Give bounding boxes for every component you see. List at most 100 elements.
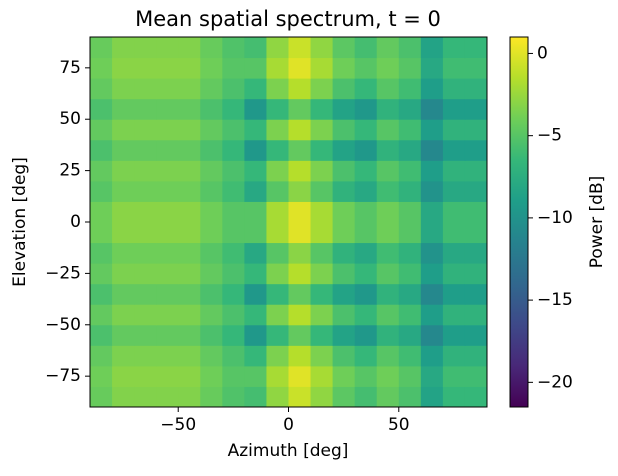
heatmap-cell — [354, 78, 378, 100]
x-tick-label: 0 — [283, 415, 294, 435]
heatmap-cell — [376, 57, 400, 79]
heatmap-cell — [442, 57, 466, 79]
heatmap-cell — [156, 160, 179, 182]
heatmap-cell — [398, 365, 422, 387]
heatmap-cell — [464, 98, 488, 120]
heatmap-cell — [112, 160, 135, 182]
heatmap-cell — [200, 160, 223, 182]
heatmap-cell — [222, 345, 245, 367]
heatmap-cell — [354, 345, 378, 367]
heatmap-cell — [200, 365, 223, 387]
heatmap-cell — [288, 119, 312, 141]
heatmap-cell — [310, 242, 334, 264]
heatmap-cell — [332, 139, 356, 161]
heatmap-cell — [222, 365, 245, 387]
heatmap-cell — [464, 242, 488, 264]
heatmap-cell — [420, 57, 444, 79]
heatmap-cell — [112, 386, 135, 408]
heatmap-cell — [464, 37, 488, 59]
heatmap-cell — [178, 365, 201, 387]
heatmap-cell — [222, 283, 245, 305]
colorbar-tick-label: −15 — [537, 290, 573, 310]
heatmap-cell — [442, 37, 466, 59]
heatmap-cell — [266, 345, 289, 367]
heatmap-cell — [420, 386, 444, 408]
colorbar-tick-label: −5 — [537, 126, 562, 146]
heatmap-cell — [134, 201, 157, 223]
heatmap-cell — [112, 365, 135, 387]
heatmap-cell — [332, 324, 356, 346]
heatmap-cell — [222, 386, 245, 408]
heatmap-cell — [200, 78, 223, 100]
heatmap-cell — [178, 78, 201, 100]
heatmap-cell — [354, 57, 378, 79]
heatmap-cell — [288, 345, 312, 367]
heatmap-cell — [442, 304, 466, 326]
heatmap-cell — [266, 324, 289, 346]
heatmap-cell — [420, 139, 444, 161]
heatmap-cell — [266, 98, 289, 120]
heatmap-cell — [354, 283, 378, 305]
heatmap-cell — [112, 37, 135, 59]
heatmap-cell — [266, 242, 289, 264]
heatmap-cell — [464, 160, 488, 182]
heatmap-cell — [222, 119, 245, 141]
heatmap-cell — [244, 263, 267, 285]
heatmap-cell — [398, 283, 422, 305]
heatmap-cell — [354, 386, 378, 408]
heatmap-cell — [332, 304, 356, 326]
heatmap-cell — [200, 139, 223, 161]
heatmap-cell — [134, 98, 157, 120]
heatmap-cell — [332, 242, 356, 264]
heatmap-cell — [90, 283, 113, 305]
heatmap-cell — [310, 139, 334, 161]
heatmap-cell — [288, 386, 312, 408]
heatmap-cell — [200, 324, 223, 346]
heatmap-cell — [90, 160, 113, 182]
heatmap-cell — [266, 180, 289, 202]
heatmap-cell — [398, 160, 422, 182]
heatmap-cell — [398, 222, 422, 244]
heatmap-cell — [354, 37, 378, 59]
heatmap-cell — [310, 283, 334, 305]
heatmap-cell — [332, 345, 356, 367]
chart-title: Mean spatial spectrum, t = 0 — [135, 7, 441, 31]
heatmap-cell — [244, 365, 267, 387]
heatmap-cell — [310, 201, 334, 223]
colorbar-label: Power [dB] — [587, 176, 607, 269]
heatmap-cell — [442, 119, 466, 141]
heatmap-cell — [112, 139, 135, 161]
heatmap-cell — [376, 98, 400, 120]
heatmap-cell — [178, 98, 201, 120]
heatmap-cell — [288, 37, 312, 59]
heatmap-cell — [90, 365, 113, 387]
heatmap-cell — [134, 57, 157, 79]
heatmap-cell — [288, 98, 312, 120]
heatmap-cell — [134, 283, 157, 305]
heatmap-cell — [420, 180, 444, 202]
heatmap-cell — [112, 242, 135, 264]
heatmap-cell — [222, 139, 245, 161]
heatmap-cell — [398, 386, 422, 408]
heatmap-cell — [464, 78, 488, 100]
y-tick-label: 50 — [59, 109, 81, 129]
heatmap-cell — [266, 160, 289, 182]
heatmap-cell — [398, 201, 422, 223]
heatmap-cell — [376, 242, 400, 264]
y-tick-label: 0 — [70, 212, 81, 232]
heatmap-cell — [178, 386, 201, 408]
heatmap-cell — [178, 222, 201, 244]
heatmap-cell — [310, 365, 334, 387]
heatmap-cell — [178, 57, 201, 79]
heatmap-cell — [244, 57, 267, 79]
heatmap-cell — [376, 365, 400, 387]
heatmap-cell — [354, 119, 378, 141]
heatmap-cell — [134, 345, 157, 367]
heatmap-cell — [134, 324, 157, 346]
heatmap-cell — [112, 119, 135, 141]
heatmap-cell — [90, 386, 113, 408]
heatmap-cell — [134, 37, 157, 59]
heatmap-cell — [222, 324, 245, 346]
heatmap-cell — [112, 263, 135, 285]
heatmap-cell — [376, 160, 400, 182]
